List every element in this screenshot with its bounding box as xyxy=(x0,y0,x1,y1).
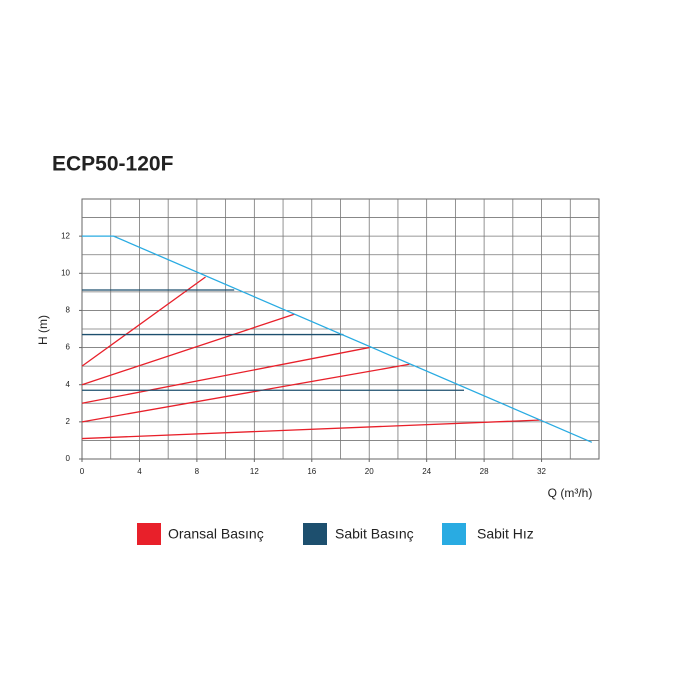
x-axis-label: Q (m³/h) xyxy=(548,486,593,500)
y-tick-label: 10 xyxy=(61,268,70,277)
x-tick-label: 0 xyxy=(80,467,85,476)
curve xyxy=(82,235,593,443)
curve xyxy=(81,363,410,423)
y-tick-label: 4 xyxy=(66,380,71,389)
x-tick-label: 32 xyxy=(537,467,546,476)
x-tick-label: 4 xyxy=(137,467,142,476)
x-tick-label: 8 xyxy=(195,467,200,476)
x-tick-label: 12 xyxy=(250,467,259,476)
y-tick-label: 0 xyxy=(66,454,71,463)
curve xyxy=(81,419,542,440)
legend-label: Oransal Basınç xyxy=(168,526,264,542)
x-tick-label: 20 xyxy=(365,467,374,476)
y-tick-label: 8 xyxy=(66,306,71,315)
x-tick-label: 24 xyxy=(422,467,431,476)
legend-label: Sabit Hız xyxy=(477,526,534,542)
curve xyxy=(81,346,370,404)
curve xyxy=(81,276,206,367)
legend-label: Sabit Basınç xyxy=(335,526,414,542)
y-axis-label: H (m) xyxy=(36,315,50,345)
x-tick-label: 28 xyxy=(480,467,489,476)
legend-swatch xyxy=(442,523,466,545)
curve xyxy=(81,313,295,386)
y-tick-label: 6 xyxy=(66,343,71,352)
x-tick-label: 16 xyxy=(307,467,316,476)
legend-swatch xyxy=(303,523,327,545)
chart-title: ECP50-120F xyxy=(52,153,174,176)
y-tick-label: 2 xyxy=(66,417,71,426)
legend-swatch xyxy=(137,523,161,545)
y-tick-label: 12 xyxy=(61,231,70,240)
